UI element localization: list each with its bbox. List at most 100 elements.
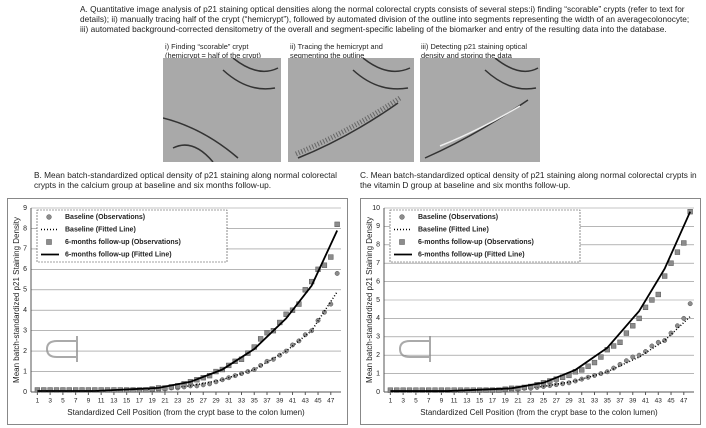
x-tick-label: 11 (98, 398, 105, 405)
point (194, 383, 200, 389)
x-tick-label: 33 (238, 398, 246, 405)
point (585, 363, 591, 369)
x-tick-label: 5 (414, 398, 418, 405)
y-tick-label: 3 (23, 328, 27, 335)
point (662, 273, 668, 279)
x-tick-label: 39 (276, 398, 284, 405)
x-tick-label: 43 (655, 398, 663, 405)
point (34, 387, 41, 393)
y-tick-label: 4 (376, 315, 380, 322)
point (617, 339, 623, 345)
micrograph (420, 58, 540, 162)
point (655, 339, 661, 345)
point (496, 387, 502, 393)
x-axis-label: Standardized Cell Position (from the cry… (420, 408, 658, 417)
point (232, 373, 238, 379)
x-tick-label: 19 (149, 398, 157, 405)
x-tick-label: 27 (553, 398, 561, 405)
x-tick-label: 5 (61, 398, 65, 405)
x-tick-label: 19 (502, 398, 510, 405)
point (681, 315, 687, 321)
x-tick-label: 3 (48, 398, 52, 405)
point (73, 387, 79, 393)
x-tick-label: 11 (451, 398, 458, 405)
point (66, 387, 72, 393)
x-tick-label: 1 (389, 398, 393, 405)
point (413, 387, 419, 393)
x-tick-label: 15 (476, 398, 484, 405)
point (47, 387, 53, 393)
point (668, 260, 674, 266)
x-tick-label: 31 (578, 398, 586, 405)
point (687, 301, 693, 307)
point (642, 304, 649, 311)
x-tick-label: 21 (161, 398, 169, 405)
x-tick-label: 7 (427, 398, 431, 405)
point (53, 387, 60, 393)
point (264, 330, 270, 336)
chart-caption: C. Mean batch-standardized optical densi… (360, 170, 697, 191)
point (394, 387, 400, 393)
point (219, 377, 225, 383)
y-tick-label: 3 (376, 334, 380, 341)
x-tick-label: 41 (642, 398, 650, 405)
x-tick-label: 1 (36, 398, 40, 405)
point (85, 387, 92, 393)
chart-caption: B. Mean batch-standardized optical densi… (34, 170, 338, 191)
image-caption: i) Finding “scorable” crypt (hemicrypt =… (165, 42, 261, 60)
x-tick-label: 9 (440, 398, 444, 405)
y-tick-label: 5 (376, 297, 380, 304)
x-axis-label: Standardized Cell Position (from the cry… (67, 408, 305, 417)
y-tick-label: 2 (376, 352, 380, 359)
point (257, 336, 264, 342)
x-tick-label: 37 (616, 398, 624, 405)
fitted-line (37, 230, 338, 392)
x-tick-label: 9 (87, 398, 91, 405)
x-tick-label: 29 (565, 398, 573, 405)
micrograph (163, 58, 281, 162)
y-tick-label: 2 (23, 348, 27, 355)
point (489, 387, 496, 393)
x-tick-label: 43 (302, 398, 310, 405)
point (649, 297, 655, 303)
panel-a-text: A. Quantitative image analysis of p21 st… (80, 4, 690, 35)
point (674, 249, 681, 255)
legend-marker (399, 239, 405, 245)
x-tick-label: 27 (200, 398, 208, 405)
legend-label: Baseline (Observations) (418, 214, 498, 221)
y-tick-label: 0 (376, 389, 380, 396)
point (290, 342, 295, 348)
x-tick-label: 33 (591, 398, 599, 405)
x-tick-label: 17 (136, 398, 144, 405)
point (334, 221, 340, 228)
x-tick-label: 39 (629, 398, 637, 405)
point (668, 330, 674, 336)
point (623, 358, 629, 364)
y-tick-label: 7 (376, 260, 380, 267)
point (617, 361, 623, 367)
legend-label: 6-months follow-up (Fitted Line) (418, 251, 525, 258)
legend-label: 6-months follow-up (Observations) (418, 239, 534, 246)
legend-label: Baseline (Fitted Line) (65, 226, 136, 233)
point (553, 382, 559, 388)
point (636, 315, 642, 322)
point (623, 330, 630, 336)
point (387, 387, 394, 393)
legend-label: 6-months follow-up (Fitted Line) (65, 251, 172, 258)
point (432, 387, 438, 393)
y-tick-label: 1 (376, 370, 380, 377)
x-tick-label: 17 (489, 398, 497, 405)
point (572, 378, 578, 384)
y-tick-label: 10 (372, 205, 380, 212)
point (245, 369, 251, 375)
image-caption: ii) Tracing the hemicrypt and segmenting… (290, 42, 383, 60)
x-tick-label: 15 (123, 398, 131, 405)
x-tick-label: 25 (540, 398, 548, 405)
y-tick-label: 5 (23, 287, 27, 294)
point (438, 387, 445, 393)
point (168, 384, 174, 390)
point (136, 387, 143, 393)
image-caption: iii) Detecting p21 staining optical dens… (421, 42, 527, 60)
